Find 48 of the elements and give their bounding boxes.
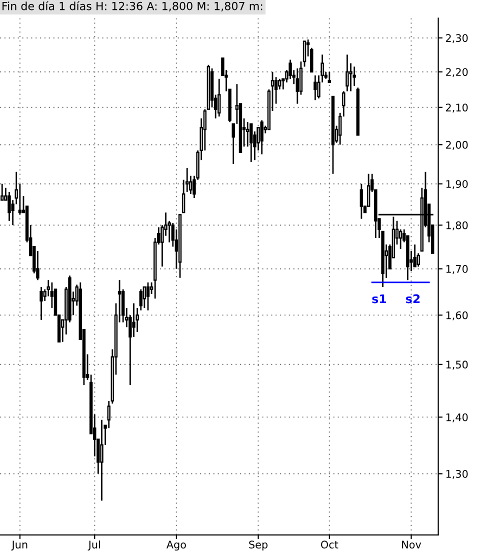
candlestick (314, 74, 317, 101)
x-tick-label: Sep (249, 540, 268, 551)
candlestick (218, 78, 221, 118)
candlestick (413, 244, 416, 268)
candlestick (142, 286, 146, 309)
y-tick-label: 1,60 (446, 311, 468, 320)
candlestick (18, 183, 22, 216)
y-tick-label: 2,10 (446, 104, 468, 113)
chart-title: Fin de día 1 días H: 12:36 A: 1,800 M: 1,807 m: (2, 1, 262, 12)
candlestick (296, 68, 300, 104)
y-tick-label: 1,80 (446, 221, 468, 230)
candlestick (146, 282, 150, 312)
candlestick (8, 191, 11, 222)
candlestick (360, 183, 364, 220)
y-tick-label: 1,90 (446, 180, 468, 190)
candlestick (182, 179, 186, 214)
y-tick-label: 1,30 (446, 470, 468, 479)
candlestick (100, 419, 104, 502)
x-tick-label: Ago (166, 540, 186, 551)
x-tick-label: Nov (402, 540, 422, 549)
x-tick-label: Jul (88, 540, 100, 550)
candlestick (132, 302, 136, 338)
candlestick (349, 62, 352, 92)
candlestick (346, 54, 349, 92)
candlestick (186, 167, 189, 193)
y-tick-label: 2,30 (446, 34, 468, 44)
candlestick (398, 228, 402, 250)
candlestick (328, 71, 332, 84)
x-tick-label: Jun (11, 540, 28, 550)
candlestick (260, 120, 264, 155)
candlestick (139, 288, 142, 312)
x-tick-label: Oct (321, 540, 338, 549)
candlestick (288, 59, 292, 80)
y-tick-label: 1,50 (446, 360, 468, 370)
candlestick (250, 123, 253, 163)
y-tick-label: 2,20 (446, 68, 468, 78)
y-tick-label: 2,00 (446, 140, 468, 150)
annotation: s2 (406, 294, 420, 304)
candlestick (36, 250, 40, 281)
candlestick (40, 286, 43, 321)
candlestick (352, 66, 356, 87)
candlestick (0, 183, 4, 201)
candlestick (136, 307, 139, 333)
annotation: s1 (372, 294, 386, 304)
y-tick-label: 1,70 (446, 265, 468, 274)
candlestick (246, 121, 250, 148)
y-tick-label: 1,40 (446, 413, 468, 422)
candlestick (278, 78, 282, 90)
